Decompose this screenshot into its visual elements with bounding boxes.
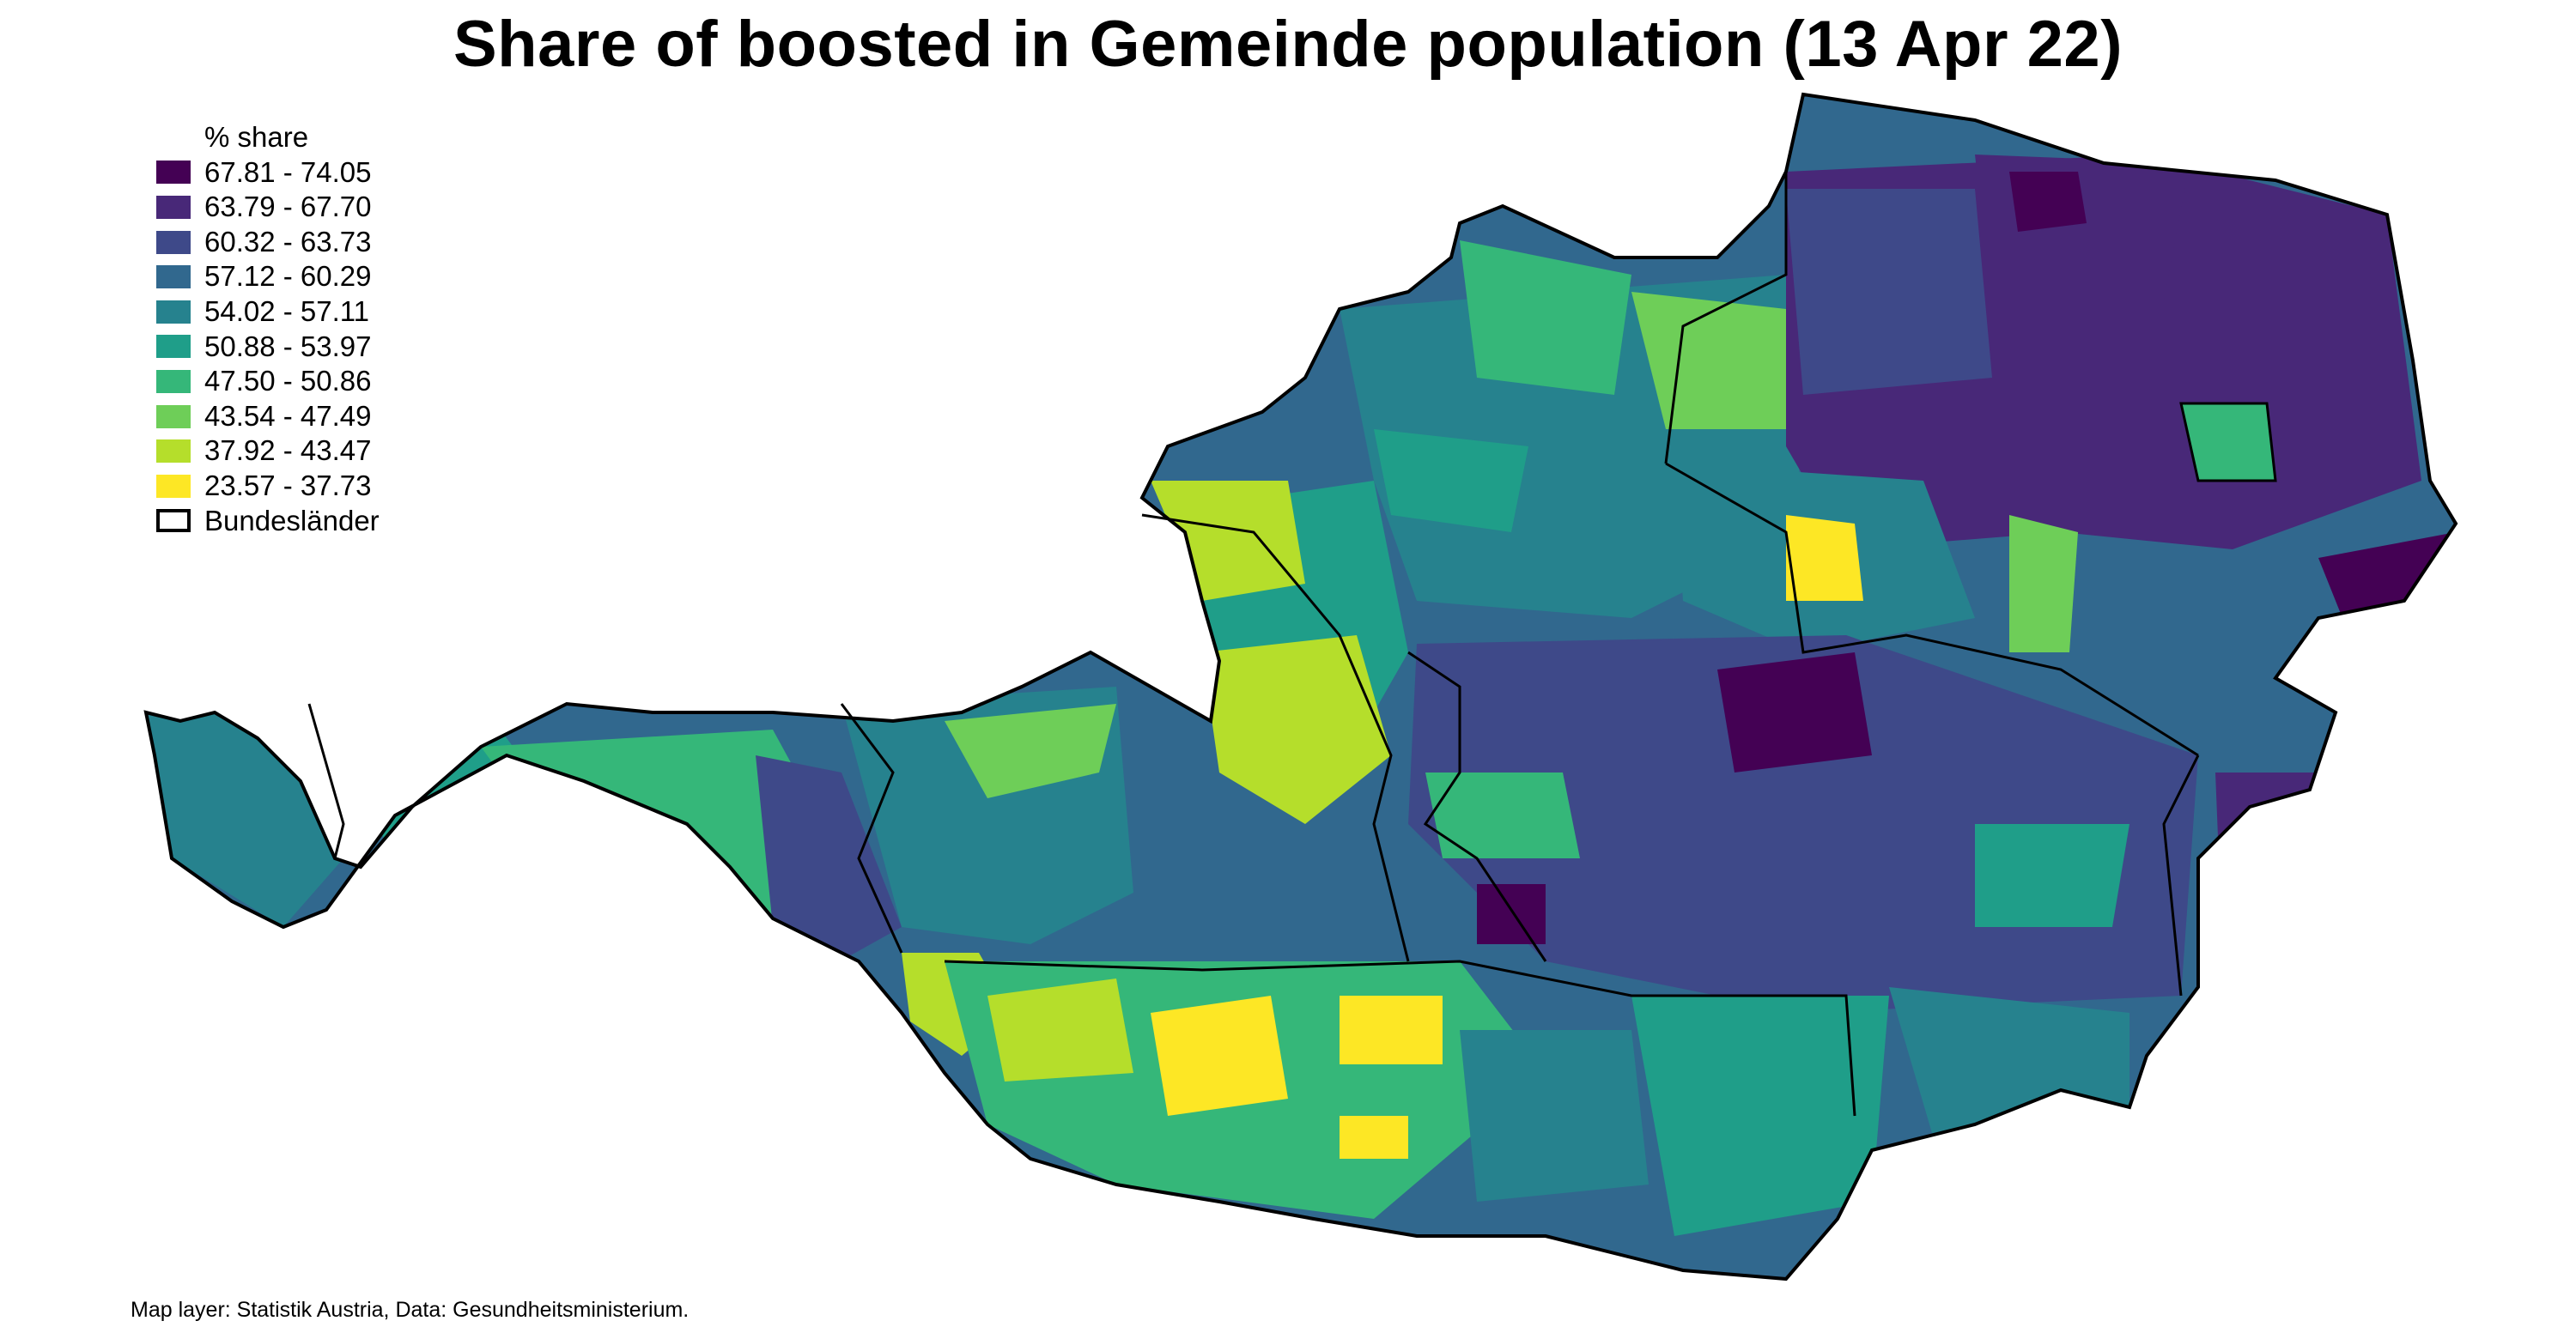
map-legend: % share 67.81 - 74.05 63.79 - 67.70 60.32 …: [156, 120, 380, 538]
legend-swatch: [156, 335, 191, 359]
legend-swatch: [156, 369, 191, 393]
legend-label: 23.57 - 37.73: [204, 469, 372, 501]
legend-item: 43.54 - 47.49: [156, 399, 380, 434]
legend-item: 60.32 - 63.73: [156, 225, 380, 260]
legend-swatch: [156, 230, 191, 254]
legend-label: 54.02 - 57.11: [204, 294, 370, 327]
legend-item: 63.79 - 67.70: [156, 190, 380, 225]
legend-label: 60.32 - 63.73: [204, 225, 372, 258]
legend-swatch: [156, 439, 191, 464]
source-credit: Map layer: Statistik Austria, Data: Gesu…: [131, 1298, 690, 1322]
legend-item: 47.50 - 50.86: [156, 364, 380, 399]
legend-item: 23.57 - 37.73: [156, 469, 380, 504]
legend-item: 37.92 - 43.47: [156, 433, 380, 469]
legend-item: 54.02 - 57.11: [156, 294, 380, 330]
legend-swatch: [156, 404, 191, 428]
legend-item: 67.81 - 74.05: [156, 155, 380, 191]
legend-label: 47.50 - 50.86: [204, 365, 372, 397]
legend-swatch-outline: [156, 509, 191, 533]
legend-label: 43.54 - 47.49: [204, 399, 372, 432]
legend-label: 63.79 - 67.70: [204, 191, 372, 223]
map-title: Share of boosted in Gemeinde population …: [453, 8, 2123, 81]
legend-swatch: [156, 265, 191, 289]
legend-rows: 67.81 - 74.05 63.79 - 67.70 60.32 - 63.73 5…: [156, 155, 380, 504]
legend-label: Bundesländer: [204, 504, 380, 536]
legend-title: % share: [204, 121, 309, 153]
legend-label: 57.12 - 60.29: [204, 260, 372, 293]
legend-swatch: [156, 300, 191, 324]
legend-label: 67.81 - 74.05: [204, 155, 372, 188]
legend-swatch: [156, 474, 191, 498]
legend-label: 37.92 - 43.47: [204, 434, 372, 467]
legend-item: 57.12 - 60.29: [156, 259, 380, 294]
legend-item: 50.88 - 53.97: [156, 330, 380, 365]
legend-item-boundary: Bundesländer: [156, 504, 380, 539]
legend-label: 50.88 - 53.97: [204, 330, 372, 362]
legend-swatch: [156, 195, 191, 219]
legend-swatch: [156, 161, 191, 185]
